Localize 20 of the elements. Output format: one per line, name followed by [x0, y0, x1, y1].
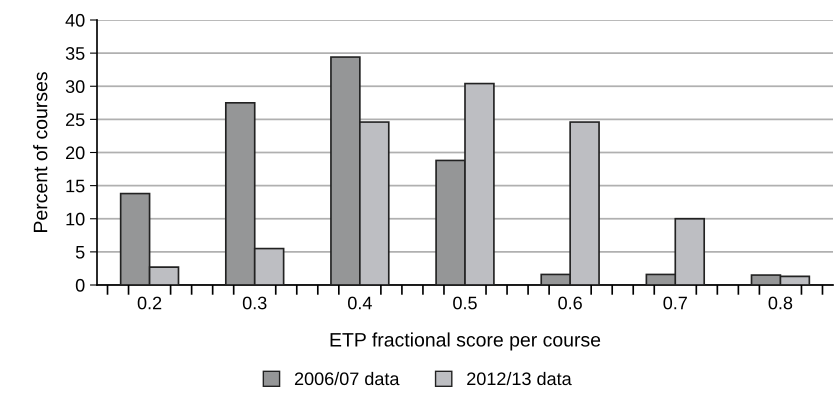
y-tick-label: 5	[76, 246, 84, 259]
x-tick-label: 0.6	[558, 296, 582, 310]
x-tick-label: 0.7	[663, 296, 687, 310]
y-tick-label: 0	[76, 278, 84, 292]
x-tick-label: 0.8	[768, 296, 792, 310]
x-tick-label: 0.4	[348, 296, 372, 310]
legend-label: 2006/07 data	[294, 372, 400, 386]
y-tick-label: 20	[66, 146, 84, 160]
y-tick-label: 10	[66, 212, 84, 226]
y-tick-label: 25	[66, 113, 84, 126]
x-tick-label: 0.2	[138, 296, 162, 310]
x-axis-title: ETP fractional score per course	[330, 332, 600, 351]
legend-label: 2012/13 data	[467, 372, 572, 386]
y-tick-label: 15	[66, 180, 84, 192]
x-tick-label: 0.3	[242, 296, 266, 310]
y-tick-label: 40	[66, 14, 84, 27]
y-tick-label: 35	[66, 47, 84, 60]
y-axis-title: Percent of courses	[33, 72, 48, 232]
y-tick-label: 30	[66, 80, 84, 93]
x-tick-label: 0.5	[453, 296, 477, 310]
